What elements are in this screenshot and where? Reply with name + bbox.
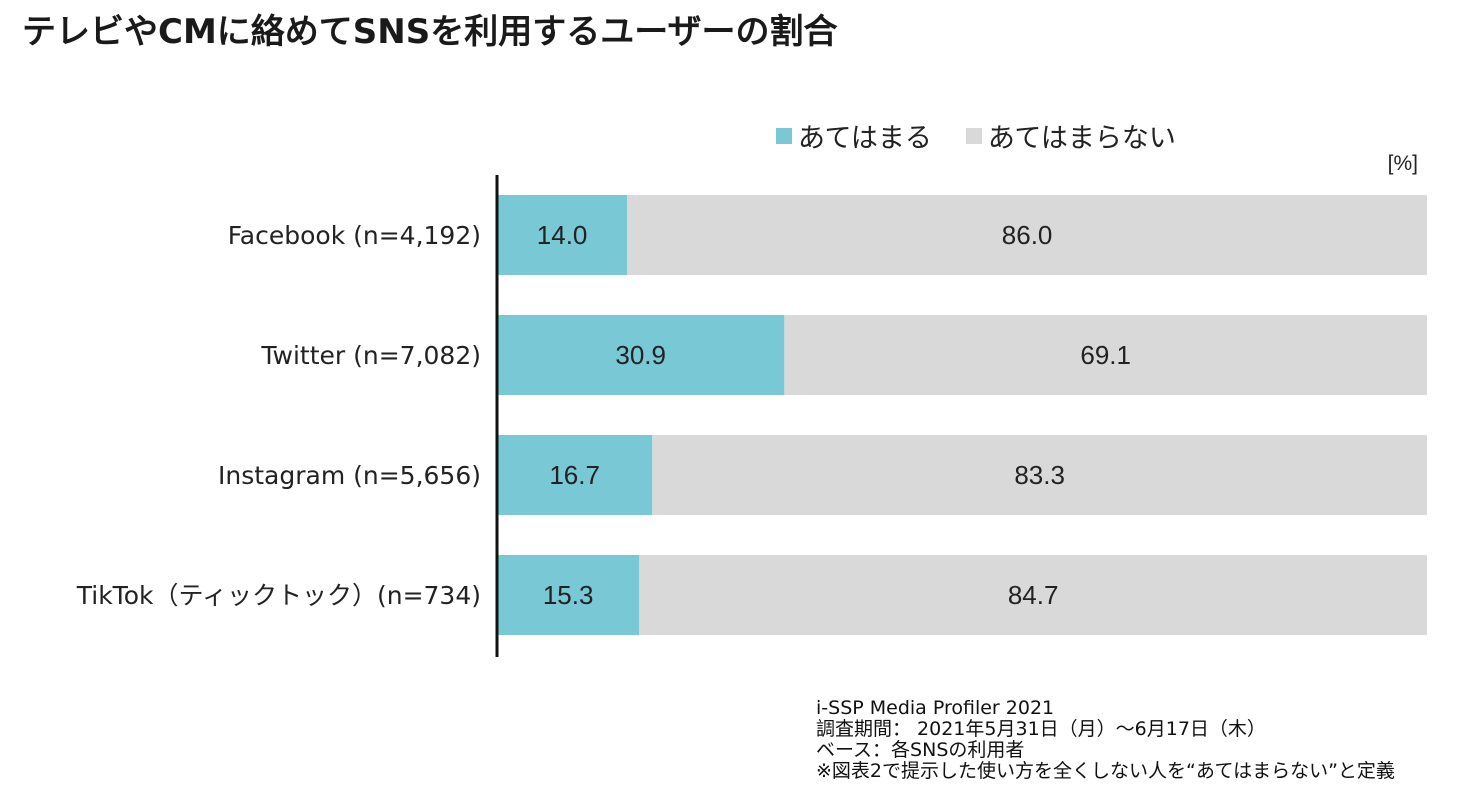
legend-swatch-not-applies bbox=[965, 127, 982, 144]
legend-swatch-applies bbox=[776, 127, 792, 144]
legend-label-not-applies: あてはまらない bbox=[987, 123, 1176, 154]
chart-title: テレビやCMに絡めてSNSを利用するユーザーの割合 bbox=[22, 12, 838, 52]
value-label-not-applies-2: 83.3 bbox=[1014, 460, 1065, 490]
bar-not-applies-0 bbox=[627, 195, 1427, 275]
footer-notes: i-SSP Media Profiler 2021 調査期間： 2021年5月3… bbox=[816, 698, 1395, 782]
category-label-3: TikTok（ティックトック）(n=734) bbox=[76, 581, 481, 610]
value-label-applies-0: 14.0 bbox=[537, 220, 588, 250]
unit-label: [%] bbox=[1387, 152, 1418, 175]
bar-applies-3 bbox=[497, 555, 640, 635]
bar-not-applies-3 bbox=[639, 555, 1427, 635]
value-label-not-applies-1: 69.1 bbox=[1080, 340, 1131, 370]
bar-not-applies-2 bbox=[652, 435, 1427, 515]
category-label-1: Twitter (n=7,082) bbox=[260, 341, 481, 370]
footer-base: ベース：各SNSの利用者 bbox=[816, 739, 1025, 761]
value-label-applies-2: 16.7 bbox=[549, 460, 600, 490]
bar-applies-2 bbox=[497, 435, 653, 515]
bar-applies-1 bbox=[497, 315, 785, 395]
category-label-2: Instagram (n=5,656) bbox=[218, 461, 481, 490]
footer-note: ※図表2で提示した使い方を全くしない人を“あてはまらない”と定義 bbox=[816, 760, 1395, 782]
legend-item-applies: あてはまる bbox=[776, 116, 932, 155]
legend: あてはまる あてはまらない bbox=[776, 116, 1210, 155]
value-label-not-applies-3: 84.7 bbox=[1008, 580, 1059, 610]
legend-label-applies: あてはまる bbox=[798, 123, 932, 154]
value-label-not-applies-0: 86.0 bbox=[1002, 220, 1053, 250]
legend-item-not-applies: あてはまらない bbox=[965, 116, 1176, 155]
footer-period: 調査期間： 2021年5月31日（月）～6月17日（木） bbox=[816, 718, 1266, 740]
category-label-0: Facebook (n=4,192) bbox=[228, 221, 481, 250]
bar-applies-0 bbox=[497, 195, 628, 275]
value-label-applies-1: 30.9 bbox=[615, 340, 666, 370]
footer-source: i-SSP Media Profiler 2021 bbox=[816, 697, 1055, 719]
value-label-applies-3: 15.3 bbox=[543, 580, 594, 610]
bar-not-applies-1 bbox=[784, 315, 1427, 395]
